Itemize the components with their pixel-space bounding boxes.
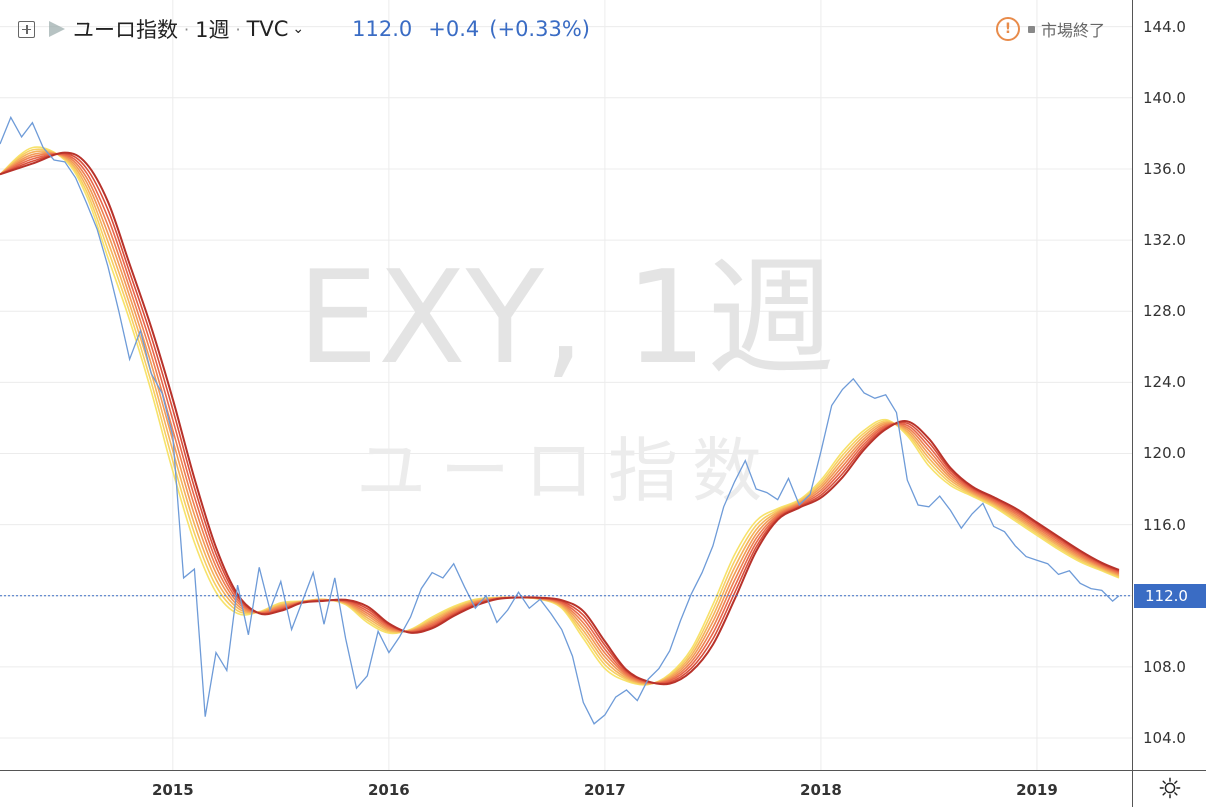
x-tick-label: 2017 [584,781,626,799]
y-tick-label: 132.0 [1143,231,1186,250]
chart-canvas[interactable]: EXY, 1週 ユーロ指数 [0,0,1132,770]
ma-ribbon-line [0,146,1120,686]
y-tick-label: 128.0 [1143,302,1186,321]
ma-ribbon-line [0,150,1120,685]
market-status[interactable]: ! 市場終了 [996,16,1105,42]
last-price: 112.0 [352,17,413,41]
symbol-name[interactable]: ユーロ指数 [73,18,178,42]
y-tick-label: 124.0 [1143,373,1186,392]
x-tick-label: 2018 [800,781,842,799]
flag-icon[interactable] [49,21,65,37]
separator-dot: · [235,19,241,39]
ma-ribbon-line [0,153,1120,684]
y-tick-label: 108.0 [1143,657,1186,676]
y-tick-label: 144.0 [1143,17,1186,36]
axis-corner [1132,770,1206,807]
price-change: +0.4 [428,17,480,41]
price-axis[interactable]: 104.0 108.0 112.0 116.0 120.0 124.0 128.0 132.0… [1132,0,1206,770]
x-tick-label: 2019 [1016,781,1058,799]
symbol-legend: ユーロ指数 · 1週 · TVC ⌄ 112.0 +0.4 (+0.33%) [18,14,590,44]
source-label[interactable]: TVC [246,17,289,41]
separator-dot: · [184,19,190,39]
status-dot [1028,25,1035,33]
ma-ribbon [0,146,1120,686]
ma-ribbon-line [0,151,1120,685]
plus-square-icon[interactable] [18,20,35,38]
watermark-line2: ユーロ指数 [356,430,776,512]
y-tick-label: 116.0 [1143,515,1186,534]
price-line [0,115,1120,725]
interval-label[interactable]: 1週 [195,18,230,42]
watermark-line1: EXY, 1週 [297,244,835,393]
chart-pane[interactable]: EXY, 1週 ユーロ指数 [0,0,1132,770]
x-tick-label: 2016 [367,781,410,799]
ma-ribbon-line [0,152,1120,685]
market-status-label: 市場終了 [1041,21,1106,40]
y-tick-label: 140.0 [1143,88,1186,107]
ma-ribbon-line [0,151,1120,686]
x-tick-label: 2015 [151,781,194,799]
ma-ribbon-line [0,148,1120,686]
chevron-down-icon[interactable]: ⌄ [292,21,305,37]
y-tick-label: 136.0 [1143,159,1186,178]
time-axis[interactable]: 2015 2016 2017 2018 2019 [0,770,1132,807]
ma-ribbon-line [0,152,1120,684]
y-tick-label: 120.0 [1143,444,1186,463]
last-price-tag: 112.0 [1134,583,1206,608]
y-tick-label: 104.0 [1143,728,1186,747]
price-change-pct: (+0.33%) [489,17,590,41]
gear-icon[interactable] [1159,777,1181,799]
warning-circle-icon[interactable]: ! [996,17,1020,41]
